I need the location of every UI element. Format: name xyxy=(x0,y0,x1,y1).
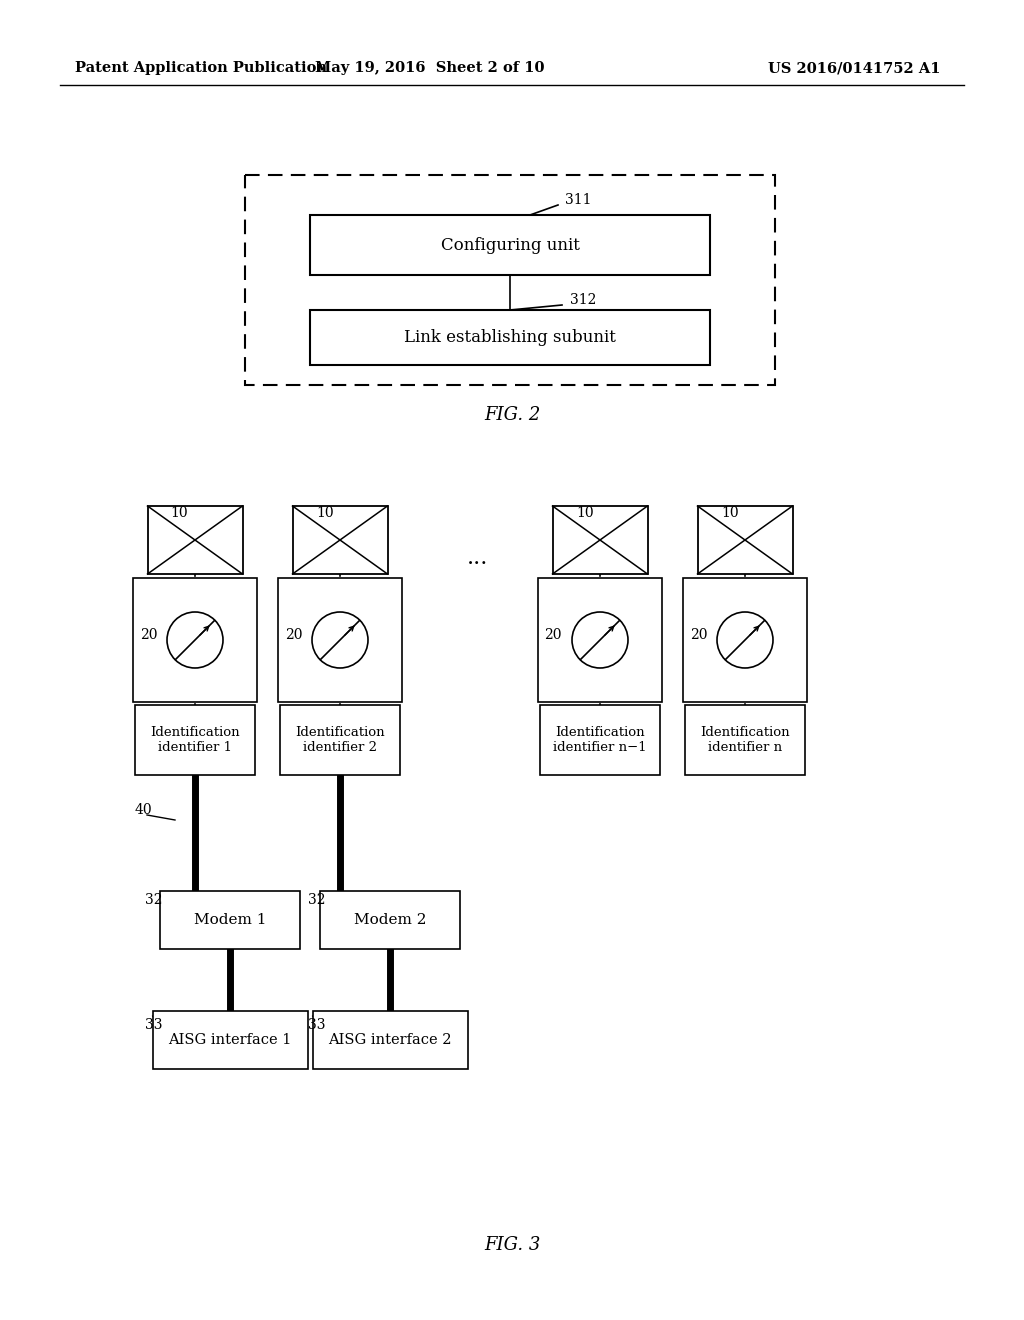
Bar xyxy=(245,176,775,385)
Text: AISG interface 2: AISG interface 2 xyxy=(329,1034,452,1047)
Text: FIG. 3: FIG. 3 xyxy=(483,1236,541,1254)
Bar xyxy=(312,1011,468,1069)
Text: 32: 32 xyxy=(145,894,163,907)
Text: Patent Application Publication: Patent Application Publication xyxy=(75,61,327,75)
Text: May 19, 2016  Sheet 2 of 10: May 19, 2016 Sheet 2 of 10 xyxy=(315,61,545,75)
Text: Configuring unit: Configuring unit xyxy=(440,236,580,253)
Bar xyxy=(147,506,243,574)
Text: 20: 20 xyxy=(690,628,708,642)
Bar xyxy=(685,705,805,775)
Text: Modem 2: Modem 2 xyxy=(353,913,426,927)
Text: Identification
identifier 2: Identification identifier 2 xyxy=(295,726,385,754)
Text: Link establishing subunit: Link establishing subunit xyxy=(404,329,616,346)
Text: Identification
identifier 1: Identification identifier 1 xyxy=(151,726,240,754)
Bar xyxy=(553,506,647,574)
Text: AISG interface 1: AISG interface 1 xyxy=(168,1034,292,1047)
Text: 33: 33 xyxy=(145,1018,163,1032)
Text: Modem 1: Modem 1 xyxy=(194,913,266,927)
Text: 10: 10 xyxy=(170,506,187,520)
Text: ...: ... xyxy=(467,546,488,569)
Bar xyxy=(310,310,710,366)
Text: 10: 10 xyxy=(316,506,334,520)
Text: Identification
identifier n: Identification identifier n xyxy=(700,726,790,754)
Text: 311: 311 xyxy=(565,193,592,207)
Bar xyxy=(160,891,300,949)
Bar xyxy=(280,705,400,775)
Text: 40: 40 xyxy=(135,803,153,817)
Bar xyxy=(310,215,710,275)
Bar xyxy=(540,705,660,775)
Text: 10: 10 xyxy=(721,506,738,520)
Bar xyxy=(153,1011,307,1069)
Text: Identification
identifier n−1: Identification identifier n−1 xyxy=(553,726,647,754)
Bar xyxy=(319,891,460,949)
Text: 33: 33 xyxy=(308,1018,326,1032)
Text: US 2016/0141752 A1: US 2016/0141752 A1 xyxy=(768,61,940,75)
Text: 20: 20 xyxy=(140,628,158,642)
Text: FIG. 2: FIG. 2 xyxy=(483,407,541,424)
Bar xyxy=(279,578,401,702)
Bar xyxy=(697,506,793,574)
Circle shape xyxy=(572,612,628,668)
Text: 10: 10 xyxy=(575,506,594,520)
Bar xyxy=(683,578,807,702)
Circle shape xyxy=(312,612,368,668)
Bar xyxy=(133,578,257,702)
Bar xyxy=(135,705,255,775)
Text: 20: 20 xyxy=(286,628,303,642)
Bar xyxy=(539,578,662,702)
Bar xyxy=(293,506,387,574)
Circle shape xyxy=(717,612,773,668)
Text: 32: 32 xyxy=(308,894,326,907)
Text: 20: 20 xyxy=(545,628,562,642)
Circle shape xyxy=(167,612,223,668)
Text: 312: 312 xyxy=(570,293,596,308)
